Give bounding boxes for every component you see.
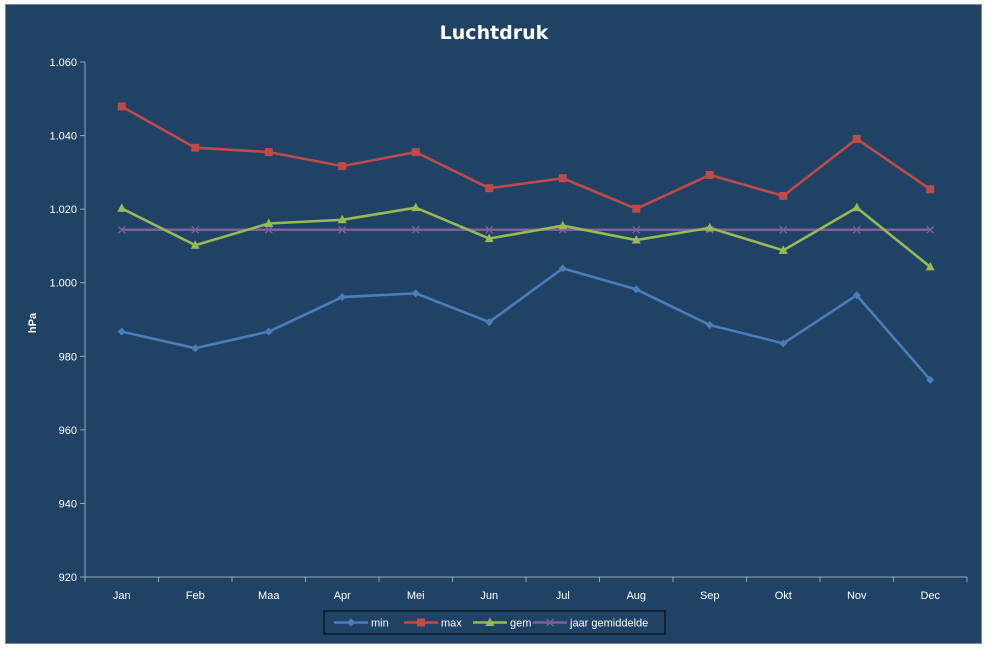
data-point-jaar-gemiddelde bbox=[411, 225, 420, 234]
legend-label: jaar gemiddelde bbox=[569, 618, 648, 630]
y-tick-label: 960 bbox=[59, 425, 77, 437]
data-point-gem bbox=[264, 218, 274, 227]
data-point-min bbox=[411, 289, 420, 298]
x-tick-label: Sep bbox=[700, 590, 720, 602]
data-point-jaar-gemiddelde bbox=[338, 225, 347, 234]
data-point-gem bbox=[852, 202, 862, 212]
data-point-min bbox=[926, 375, 935, 384]
legend-marker bbox=[546, 618, 554, 627]
y-tick-label: 980 bbox=[59, 351, 77, 363]
series-max bbox=[117, 102, 935, 213]
data-point-jaar-gemiddelde bbox=[264, 225, 273, 234]
legend-item-gem: gem bbox=[473, 617, 531, 630]
data-point-gem bbox=[337, 214, 347, 224]
data-point-jaar-gemiddelde bbox=[779, 225, 788, 234]
y-axis-label: hPa bbox=[27, 312, 39, 333]
y-tick-label: 1.020 bbox=[49, 204, 77, 216]
data-point-min bbox=[558, 264, 567, 273]
data-point-gem bbox=[190, 240, 200, 249]
legend-item-min: min bbox=[334, 618, 389, 630]
y-tick-label: 1.060 bbox=[49, 57, 77, 69]
chart-title: Luchtdruk bbox=[440, 22, 549, 44]
data-point-jaar-gemiddelde bbox=[485, 225, 494, 234]
data-point-min bbox=[485, 318, 494, 327]
series-line-gem bbox=[121, 206, 932, 268]
data-point-min bbox=[191, 344, 200, 353]
data-point-gem bbox=[925, 261, 935, 271]
legend-marker bbox=[347, 618, 355, 627]
axes: 920 940 960 980 1.000 1.020 1.040 1.060 Jan Feb Ma… bbox=[49, 57, 968, 602]
data-point-max bbox=[411, 148, 420, 157]
line-chart: Luchtdruk hPa 920 940 960 980 1.000 1.020 1.04… bbox=[27, 22, 968, 635]
x-tick-label: Feb bbox=[186, 590, 205, 602]
data-point-max bbox=[926, 185, 935, 194]
data-point-gem bbox=[778, 245, 788, 254]
x-tick-label: Nov bbox=[847, 590, 867, 602]
series-line-min bbox=[121, 267, 932, 381]
legend: min max gem jaar gemiddelde bbox=[323, 610, 666, 635]
legend-label: max bbox=[441, 618, 462, 630]
data-point-gem bbox=[117, 203, 127, 212]
data-point-max bbox=[264, 148, 273, 157]
y-tick-label: 920 bbox=[59, 572, 77, 584]
data-point-jaar-gemiddelde bbox=[117, 225, 126, 234]
chart-area: Luchtdruk hPa 920 940 960 980 1.000 1.020 1.04… bbox=[5, 4, 982, 644]
y-tick-label: 1.000 bbox=[49, 278, 77, 290]
data-point-max bbox=[117, 102, 126, 111]
series-min bbox=[117, 264, 935, 384]
legend-marker bbox=[417, 618, 425, 627]
data-point-max bbox=[705, 170, 714, 179]
data-point-jaar-gemiddelde bbox=[191, 225, 200, 234]
data-point-max bbox=[191, 143, 200, 152]
data-point-gem bbox=[411, 202, 421, 212]
x-tick-label: Jun bbox=[480, 590, 498, 602]
data-point-gem bbox=[484, 233, 494, 243]
legend-item-max: max bbox=[404, 618, 462, 630]
data-point-gem bbox=[558, 220, 568, 230]
x-tick-label: Dec bbox=[920, 590, 940, 602]
series-line-max bbox=[121, 105, 931, 211]
data-point-max bbox=[632, 204, 641, 213]
x-tick-label: Okt bbox=[775, 590, 792, 602]
y-tick-label: 1.040 bbox=[49, 131, 77, 143]
x-tick-label: Jan bbox=[113, 590, 131, 602]
legend-marker bbox=[485, 617, 495, 626]
data-point-min bbox=[117, 327, 126, 336]
x-tick-label: Jul bbox=[556, 590, 570, 602]
series-gem bbox=[117, 202, 935, 271]
series-layer bbox=[117, 102, 935, 384]
data-point-max bbox=[338, 162, 347, 171]
x-tick-label: Aug bbox=[626, 590, 646, 602]
x-tick-label: Maa bbox=[258, 590, 280, 602]
data-point-min bbox=[779, 339, 788, 348]
data-point-gem bbox=[705, 222, 715, 232]
x-tick-label: Mei bbox=[407, 590, 425, 602]
data-point-max bbox=[852, 134, 861, 143]
data-point-jaar-gemiddelde bbox=[852, 225, 861, 234]
data-point-max bbox=[485, 184, 494, 193]
y-tick-label: 940 bbox=[59, 498, 77, 510]
legend-item-jaar-gemiddelde: jaar gemiddelde bbox=[533, 618, 648, 630]
data-point-min bbox=[632, 285, 641, 294]
data-point-min bbox=[705, 321, 714, 330]
legend-label: gem bbox=[510, 618, 531, 630]
legend-label: min bbox=[371, 618, 389, 630]
data-point-max bbox=[558, 174, 567, 183]
data-point-max bbox=[779, 191, 788, 200]
data-point-gem bbox=[631, 235, 641, 244]
data-point-jaar-gemiddelde bbox=[632, 225, 641, 234]
data-point-min bbox=[852, 291, 861, 300]
data-point-jaar-gemiddelde bbox=[926, 225, 935, 234]
data-point-min bbox=[264, 327, 273, 336]
x-tick-label: Apr bbox=[334, 590, 351, 602]
data-point-min bbox=[338, 293, 347, 302]
